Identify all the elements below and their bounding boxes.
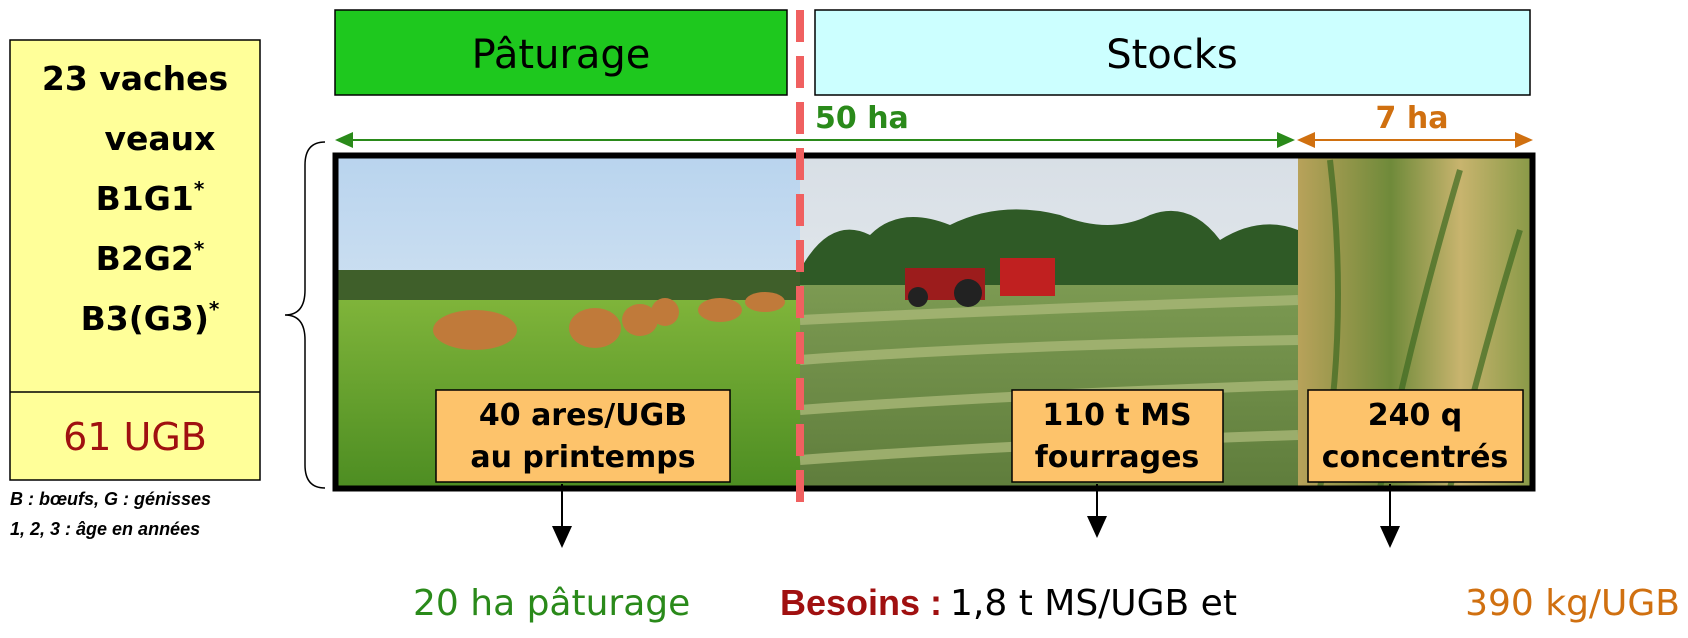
header-box [814,9,1531,96]
herd-line: 23 vaches [42,59,228,98]
label-text: au printemps [470,440,695,475]
herd-line: B1G1* [96,177,205,218]
herd-line-text: veaux [105,119,216,158]
photo-frame [332,152,1536,492]
brace [284,141,326,489]
footnote: 1, 2, 3 : âge en années [10,519,200,539]
header-label: Pâturage [472,32,651,78]
herd-box [9,39,261,481]
herd-line: veaux [105,119,216,158]
label-text: 110 t MS [1042,398,1191,433]
label-box [1011,389,1224,483]
herd-line-sup: * [194,177,205,201]
footnote: B : bœufs, G : génisses [10,489,211,509]
label-text: 40 ares/UGB [479,398,687,433]
bottom-pasture: 20 ha pâturage [413,583,690,624]
label-text: 240 q [1368,398,1463,433]
herd-line: B3(G3)* [81,297,220,338]
label-box [435,389,731,483]
area-label: 50 ha [815,101,909,136]
bottom-needs-forage: 1,8 t MS/UGB et [950,583,1237,624]
herd-total: 61 UGB [63,415,207,459]
bottom-needs-label: Besoins : [780,582,942,623]
area-label: 7 ha [1376,101,1449,136]
label-text: fourrages [1035,440,1200,475]
herd-line-text: B2G2 [96,239,194,278]
herd-line-sup: * [209,297,220,321]
herd-line-text: B3(G3) [81,299,209,338]
header-box [334,9,788,96]
label-text: concentrés [1322,440,1509,475]
herd-line-sup: * [194,237,205,261]
herd-line-text: 23 vaches [42,59,228,98]
herd-line: B2G2* [96,237,205,278]
herd-line-text: B1G1 [96,179,194,218]
bottom-needs-concentrate: 390 kg/UGB [1465,583,1680,624]
header-label: Stocks [1106,32,1238,78]
label-box [1307,389,1524,483]
